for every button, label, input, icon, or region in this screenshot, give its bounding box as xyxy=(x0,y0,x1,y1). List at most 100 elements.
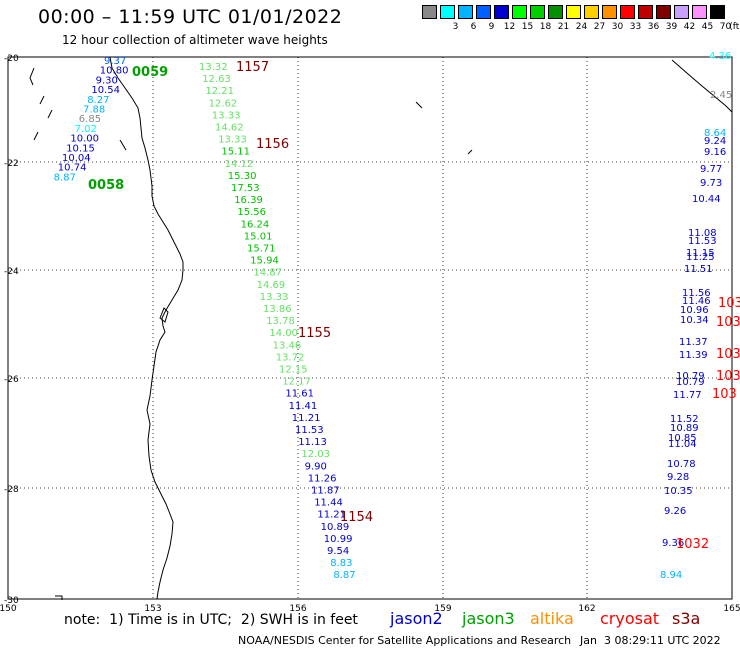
latitude-label: -26 xyxy=(4,375,19,385)
color-scale-label: 36 xyxy=(647,22,660,32)
swh-value: 14.00 xyxy=(269,328,298,339)
swh-value: 11.53 xyxy=(295,425,324,436)
longitude-label: 153 xyxy=(144,604,161,614)
swh-value: 11.56 xyxy=(682,288,711,299)
swh-value: 7.88 xyxy=(83,105,105,116)
swh-value: 9.90 xyxy=(305,461,327,472)
color-scale-label: 24 xyxy=(575,22,588,32)
color-swatch xyxy=(512,5,527,19)
swh-value: 9.36 xyxy=(662,538,684,549)
pass-time-label: 103 xyxy=(716,315,740,330)
swh-value: 10.74 xyxy=(58,163,87,174)
swh-value: 14.62 xyxy=(215,123,244,134)
swh-value: 8.87 xyxy=(333,570,355,581)
swh-value: 10.89 xyxy=(670,423,699,434)
swh-value: 8.64 xyxy=(704,128,726,139)
swh-value: 10.80 xyxy=(100,66,129,77)
swh-value: 13.33 xyxy=(260,292,289,303)
swh-value: 7.02 xyxy=(75,124,97,135)
pass-time-label: 103 xyxy=(716,369,740,384)
satellite-legend-item: altika xyxy=(530,609,574,628)
color-swatch xyxy=(584,5,599,19)
units-note: note: 1) Time is in UTC; 2) SWH is in fe… xyxy=(64,612,358,628)
swh-value: 15.11 xyxy=(221,147,250,158)
swh-value: 9.73 xyxy=(700,178,722,189)
swh-value: 12.03 xyxy=(301,449,330,460)
latitude-label: -28 xyxy=(4,485,19,495)
altimeter-tracks: 9.3710.809.3010.548.277.886.857.0210.001… xyxy=(54,51,733,581)
color-swatch xyxy=(440,5,455,19)
reef-fragment xyxy=(47,109,53,119)
new-caledonia-coastline xyxy=(671,59,733,113)
swh-value: 11.15 xyxy=(686,248,715,259)
swh-value: 2.45 xyxy=(710,90,732,101)
reef-fragment xyxy=(415,101,423,109)
generated-date: Jan 3 08:29:11 UTC 2022 xyxy=(580,634,721,647)
color-scale-label: 21 xyxy=(557,22,570,32)
color-scale-label: 33 xyxy=(629,22,642,32)
swh-value: 10.00 xyxy=(70,134,99,145)
color-scale-label: 30 xyxy=(611,22,624,32)
color-scale-unit: (ft) xyxy=(729,22,740,32)
color-swatch xyxy=(602,5,617,19)
pass-time-label: 1032 xyxy=(676,537,709,552)
swh-value: 4.36 xyxy=(709,51,731,62)
swh-value: 11.13 xyxy=(298,437,327,448)
swh-value: 9.30 xyxy=(96,75,118,86)
swh-value: 11.44 xyxy=(314,498,343,509)
swh-value: 12.15 xyxy=(279,365,308,376)
color-swatch xyxy=(656,5,671,19)
pass-time-label: 1154 xyxy=(340,510,373,525)
satellite-legend-item: jason3 xyxy=(462,609,515,628)
swh-value: 14.12 xyxy=(225,159,254,170)
color-scale-label: 27 xyxy=(593,22,606,32)
swh-value: 9.37 xyxy=(104,56,126,67)
color-scale-label: 6 xyxy=(470,22,477,32)
swh-value: 15.30 xyxy=(228,171,257,182)
swh-value: 10.96 xyxy=(680,305,709,316)
swh-value: 11.37 xyxy=(679,337,708,348)
reef-fragment xyxy=(467,149,473,155)
swh-value: 11.21 xyxy=(317,510,346,521)
longitude-label: 156 xyxy=(289,604,306,614)
color-swatch xyxy=(458,5,473,19)
swh-value: 10.04 xyxy=(62,153,91,164)
reef-fragment xyxy=(55,595,63,600)
swh-value: 15.01 xyxy=(244,231,273,242)
color-scale-label: 12 xyxy=(503,22,516,32)
color-scale-label: 39 xyxy=(665,22,678,32)
pass-time-label: 103 xyxy=(712,387,737,402)
pass-time-label: 1156 xyxy=(256,137,289,152)
color-swatch xyxy=(530,5,545,19)
australia-coastline xyxy=(109,56,184,600)
graticule xyxy=(8,57,732,599)
pass-time-label: 0059 xyxy=(132,65,168,80)
credit-line: NOAA/NESDIS Center for Satellite Applica… xyxy=(238,634,572,647)
swh-value: 12.21 xyxy=(205,86,234,97)
color-swatch xyxy=(548,5,563,19)
swh-value: 13.46 xyxy=(273,340,302,351)
swh-value: 10.78 xyxy=(667,459,696,470)
swh-value: 11.08 xyxy=(688,228,717,239)
color-swatch xyxy=(638,5,653,19)
map-subtitle: 12 hour collection of altimeter wave hei… xyxy=(62,33,328,47)
swh-value: 8.87 xyxy=(54,172,76,183)
swh-value: 13.78 xyxy=(266,316,295,327)
swh-value: 16.39 xyxy=(234,195,263,206)
swh-value: 13.33 xyxy=(212,110,241,121)
swh-value: 10.85 xyxy=(668,433,697,444)
color-swatch xyxy=(494,5,509,19)
swh-value: 8.94 xyxy=(660,570,682,581)
satellite-legend-item: jason2 xyxy=(390,609,443,628)
reef-fragment xyxy=(33,131,39,141)
swh-value: 11.52 xyxy=(670,414,699,425)
map-frame xyxy=(7,56,733,600)
satellite-legend-item: cryosat xyxy=(600,609,660,628)
swh-value: 15.71 xyxy=(247,244,276,255)
color-scale-label: 42 xyxy=(683,22,696,32)
color-scale-label: 18 xyxy=(539,22,552,32)
map-title: 00:00 – 11:59 UTC 01/01/2022 xyxy=(38,6,343,28)
swh-value: 9.24 xyxy=(704,136,726,147)
latitude-label: -20 xyxy=(4,54,19,64)
swh-value: 6.85 xyxy=(79,114,101,125)
